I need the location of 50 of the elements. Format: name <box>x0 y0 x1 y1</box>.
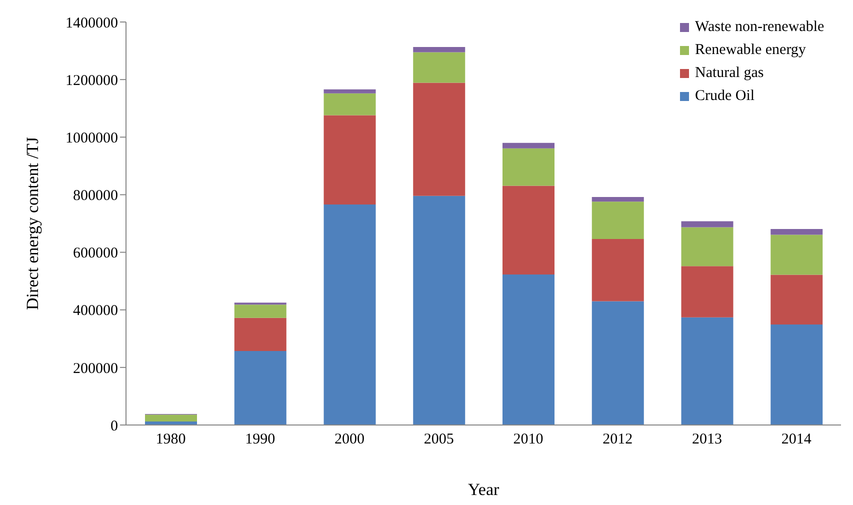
bar <box>681 266 734 318</box>
bar <box>770 234 823 275</box>
bar <box>324 204 376 425</box>
bar <box>413 47 466 52</box>
x-tick-label: 2005 <box>424 432 454 448</box>
y-axis-title: Direct energy content /TJ <box>23 136 42 310</box>
x-tick-label: 2013 <box>692 432 722 448</box>
x-tick-label: 1990 <box>245 432 276 448</box>
y-tick-label: 1200000 <box>66 72 118 89</box>
bar <box>681 227 734 266</box>
bar <box>770 324 823 425</box>
bar <box>770 274 823 325</box>
x-tick-label: 1980 <box>156 432 186 448</box>
y-tick-label: 1400000 <box>66 15 118 32</box>
bar <box>592 239 644 302</box>
y-tick-label: 1000000 <box>66 130 118 146</box>
bar <box>234 304 286 318</box>
x-tick-label: 2014 <box>781 432 812 448</box>
bar <box>413 82 466 196</box>
bar <box>502 142 554 148</box>
x-tick-label: 2012 <box>602 432 633 448</box>
bar <box>502 274 554 425</box>
x-axis-title: Year <box>468 480 500 500</box>
bar <box>681 221 734 228</box>
legend-label: Waste non-renewable <box>695 19 824 36</box>
legend-label: Renewable energy <box>695 42 806 59</box>
bar <box>413 52 466 83</box>
x-tick-label: 2010 <box>513 432 544 448</box>
bar <box>413 196 466 425</box>
y-tick-label: 0 <box>110 418 118 434</box>
bar <box>502 148 554 186</box>
y-tick-label: 800000 <box>73 188 118 204</box>
bar <box>592 197 644 202</box>
y-tick-label: 200000 <box>73 360 118 377</box>
y-tick-label: 600000 <box>73 246 118 262</box>
bar <box>592 301 644 425</box>
x-tick-label: 2000 <box>334 432 364 448</box>
bar <box>681 317 734 425</box>
bar <box>502 186 554 274</box>
bar <box>770 228 823 235</box>
bar <box>324 115 376 204</box>
bar <box>145 414 197 422</box>
bar <box>234 318 286 352</box>
y-tick-label: 400000 <box>73 303 118 320</box>
bar <box>592 202 644 240</box>
legend-label: Crude Oil <box>695 88 755 105</box>
legend-label: Natural gas <box>695 65 764 82</box>
bar <box>234 351 286 425</box>
bar <box>324 93 376 116</box>
bar <box>324 89 376 94</box>
